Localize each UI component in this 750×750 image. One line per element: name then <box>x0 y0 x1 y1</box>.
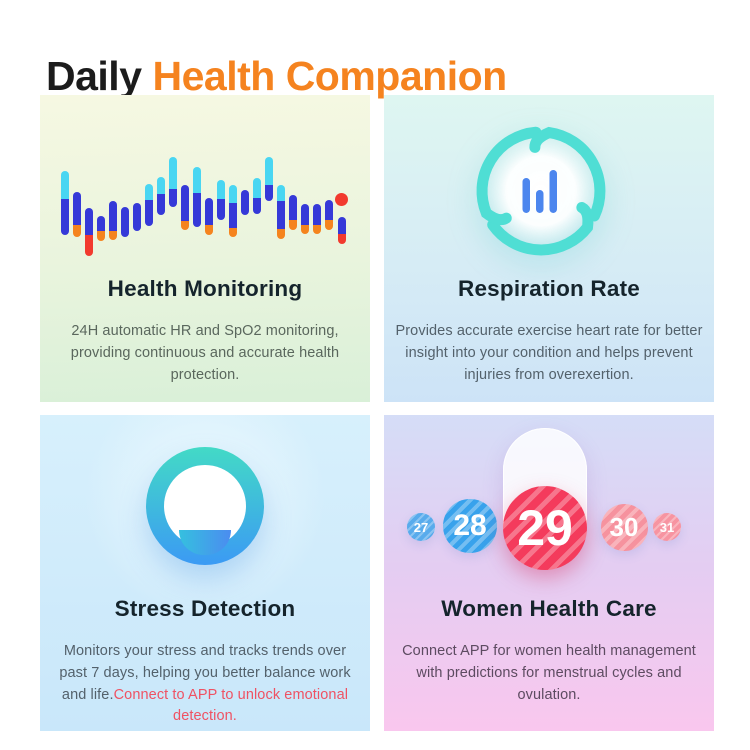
hr-bar <box>289 195 297 230</box>
stress-face-icon <box>146 447 264 565</box>
hr-bar <box>301 204 309 234</box>
hr-bar <box>325 200 333 230</box>
calendar-day: 31 <box>653 513 681 541</box>
hr-bar <box>313 204 321 234</box>
page-title: Daily Health Companion <box>46 53 507 100</box>
card-title: Respiration Rate <box>458 276 640 301</box>
title-accent: Health Companion <box>152 53 508 100</box>
hr-bar <box>229 185 237 237</box>
card-title: Stress Detection <box>114 596 296 621</box>
card-respiration-rate: Respiration Rate Provides accurate exerc… <box>384 95 714 402</box>
hr-bar <box>193 167 201 227</box>
stress-face-inner <box>164 465 246 555</box>
hr-bar <box>181 185 189 230</box>
hr-bar <box>338 217 346 244</box>
card-stress-detection: Stress Detection Monitors your stress an… <box>40 415 370 731</box>
hr-bar <box>253 178 261 214</box>
calendar-day: 27 <box>407 513 435 541</box>
card-body: 24H automatic HR and SpO2 monitoring, pr… <box>70 323 340 383</box>
card-body: Monitors your stress and tracks trends o… <box>51 641 359 728</box>
hr-bar <box>73 192 81 237</box>
stress-face-mouth <box>179 530 231 555</box>
hr-bar <box>121 207 129 237</box>
hr-bar <box>109 201 117 240</box>
hr-bar <box>97 216 105 241</box>
hr-bar <box>145 184 153 226</box>
calendar-days: 27 28 29 30 31 <box>384 415 714 731</box>
hr-bar <box>133 203 141 231</box>
hr-bar <box>157 177 165 215</box>
calendar-day: 29 <box>503 486 587 570</box>
card-body: Connect APP for women health management … <box>402 643 696 703</box>
hr-bar <box>85 208 93 256</box>
body-highlight: Connect to APP to unlock emotional detec… <box>113 686 349 725</box>
respiration-bars-icon <box>522 170 557 213</box>
body-plain: Monitors your stress and tracks trends o… <box>59 643 351 703</box>
hr-bar <box>61 171 69 235</box>
card-title: Women Health Care <box>441 596 657 621</box>
hr-bar <box>277 185 285 239</box>
card-body: Provides accurate exercise heart rate fo… <box>395 323 703 383</box>
hr-chart <box>61 157 353 257</box>
page-title-prefix: Daily <box>46 53 142 100</box>
respiration-arcs-icon <box>456 106 626 256</box>
hr-bar <box>265 157 273 201</box>
hr-bar <box>205 198 213 235</box>
calendar-day: 30 <box>600 503 648 551</box>
card-health-monitoring: Health Monitoring 24H automatic HR and S… <box>40 95 370 402</box>
hr-bar <box>335 193 348 206</box>
hr-bar <box>241 190 249 215</box>
card-title: Health Monitoring <box>107 276 303 301</box>
hr-bar <box>169 157 177 207</box>
card-women-health-care: 27 28 29 30 31 Women Health Care Connect APP… <box>384 415 714 731</box>
hr-bar <box>217 180 225 220</box>
calendar-day: 28 <box>443 499 497 553</box>
